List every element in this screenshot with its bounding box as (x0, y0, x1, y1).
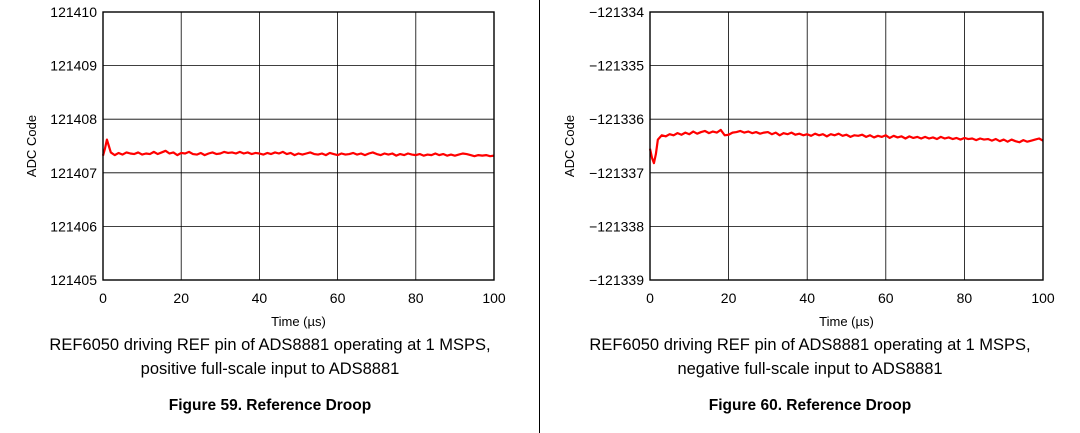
figure-60-title: Figure 60. Reference Droop (708, 397, 912, 414)
y-tick-label: 121407 (50, 165, 97, 181)
x-tick-label: 80 (957, 290, 973, 306)
y-tick-label: 121405 (50, 272, 97, 288)
figure-60-caption-line-2: negative full-scale input to ADS8881 (677, 360, 943, 378)
y-tick-label: −121339 (589, 272, 644, 288)
y-axis-label: ADC Code (24, 115, 39, 177)
figure-59-caption-line-1: REF6050 driving REF pin of ADS8881 opera… (49, 336, 491, 354)
figure-60-caption-line-1: REF6050 driving REF pin of ADS8881 opera… (589, 336, 1031, 354)
figure-60-panel: 0 20 40 60 80 100 −121339 −121338 −121337 −121336… (540, 0, 1080, 433)
x-tick-label: 100 (1031, 290, 1055, 306)
figure-59-caption-line-2: positive full-scale input to ADS8881 (140, 360, 400, 378)
y-tick-label: −121335 (589, 58, 644, 74)
x-tick-label: 60 (330, 290, 346, 306)
y-tick-label: 121410 (50, 4, 97, 20)
y-tick-label: 121409 (50, 58, 97, 74)
y-tick-label: 121408 (50, 111, 97, 127)
data-series-line (101, 138, 495, 158)
data-series-line (648, 128, 1044, 165)
x-tick-label: 20 (721, 290, 737, 306)
figure-60-chart: 0 20 40 60 80 100 −121339 −121338 −121337 −121336… (562, 4, 1055, 329)
x-tick-label: 0 (646, 290, 654, 306)
x-tick-label: 0 (99, 290, 107, 306)
plot-frame (102, 11, 495, 281)
x-tick-label: 80 (408, 290, 424, 306)
y-tick-label: 121406 (50, 218, 97, 234)
x-tick-label: 60 (878, 290, 894, 306)
figure-59-chart: 0 20 40 60 80 100 121405 121406 121407 121408 1214… (24, 4, 506, 329)
y-tick-label: −121337 (589, 165, 644, 181)
x-tick-label: 100 (482, 290, 506, 306)
figure-59-title: Figure 59. Reference Droop (168, 397, 372, 414)
plot-frame (649, 11, 1044, 281)
y-tick-label: −121334 (589, 4, 644, 20)
y-axis-label: ADC Code (562, 115, 577, 177)
x-tick-label: 20 (173, 290, 189, 306)
x-axis-label: Time (µs) (271, 314, 326, 329)
x-tick-label: 40 (799, 290, 815, 306)
figure-59-panel: 0 20 40 60 80 100 121405 121406 121407 121408 1214… (24, 4, 506, 414)
y-tick-label: −121338 (589, 218, 644, 234)
panel-divider (539, 0, 540, 433)
x-axis-label: Time (µs) (819, 314, 874, 329)
x-tick-label: 40 (252, 290, 268, 306)
y-tick-label: −121336 (589, 111, 644, 127)
